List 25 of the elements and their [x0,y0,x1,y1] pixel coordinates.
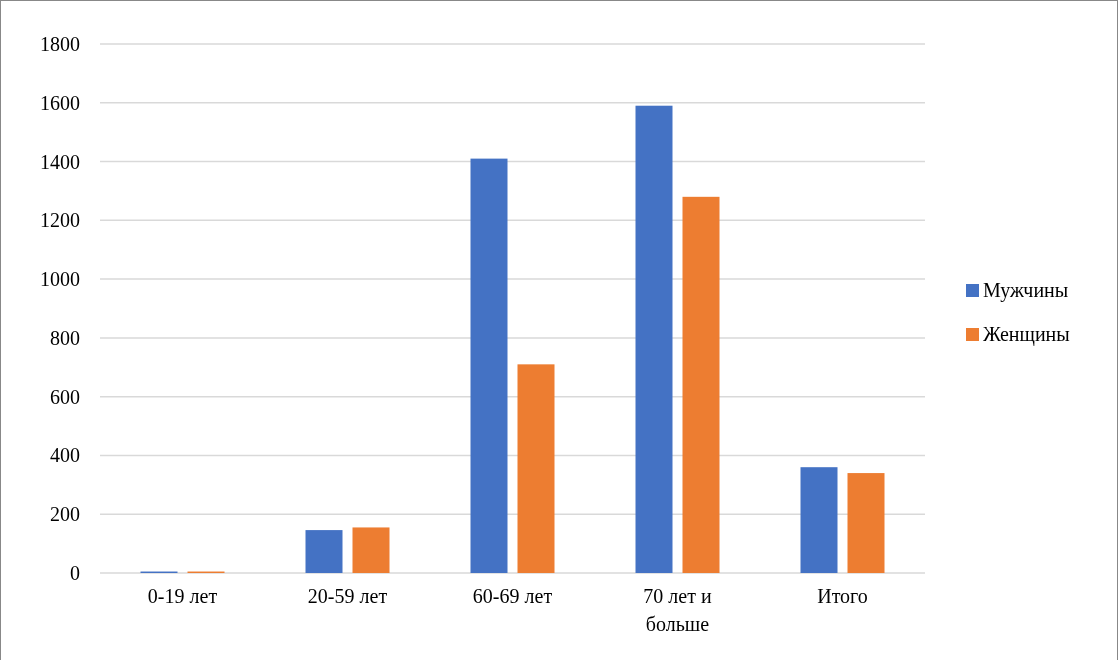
x-tick-label: 70 лет и больше [643,585,712,635]
y-tick-label: 400 [50,444,80,467]
bar [470,158,508,573]
bar [635,105,673,573]
x-tick-label: 60-69 лет [472,585,553,607]
y-tick-label: 800 [50,326,80,349]
y-tick-label: 1800 [40,33,80,55]
y-tick-label: 1600 [40,91,80,114]
y-tick-label: 1400 [40,150,80,173]
bar [800,467,838,573]
y-tick-label: 0 [70,562,80,584]
y-tick-label: 1000 [40,268,80,291]
x-tick-label: Итого [817,585,868,607]
x-tick-label: 0-19 лет [147,585,218,607]
legend-label: Мужчины [983,279,1069,302]
legend-label: Женщины [983,323,1070,346]
bar [305,530,343,573]
bar [682,196,720,573]
bar [847,473,885,573]
bar [517,364,555,573]
x-tick-label: 20-59 лет [307,585,388,607]
bar [352,527,390,573]
y-tick-label: 200 [50,503,80,526]
y-tick-label: 1200 [40,209,80,232]
y-tick-label: 600 [50,385,80,408]
